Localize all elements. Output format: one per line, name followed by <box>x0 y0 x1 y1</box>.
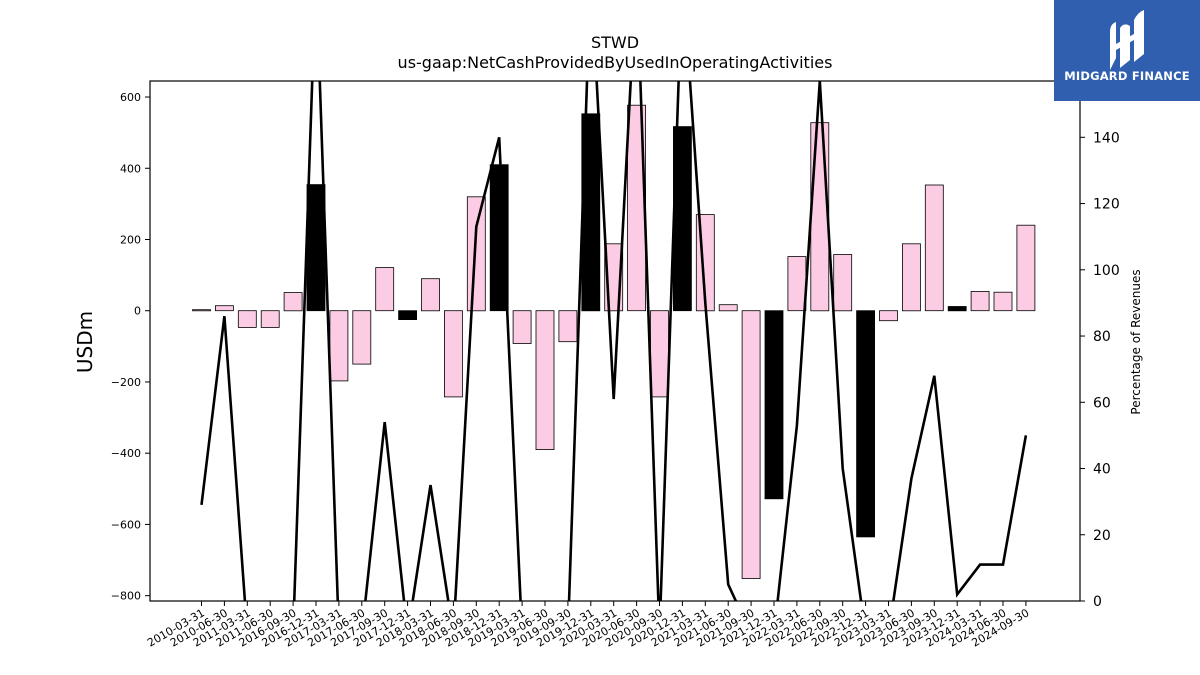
bar-2010-03-31 <box>192 309 211 312</box>
logo-text: MIDGARD FINANCE <box>1064 69 1190 83</box>
bar-2017-12-31 <box>398 310 418 321</box>
bar-2010-06-30 <box>214 305 234 312</box>
bar-2024-06-30 <box>993 291 1013 312</box>
bar-2016-09-30 <box>283 292 303 312</box>
bar-2022-03-31 <box>787 256 807 312</box>
bar-2018-03-31 <box>421 278 440 312</box>
y-tick-label: 200 <box>120 233 141 246</box>
y2-tick-label: 0 <box>1093 594 1102 610</box>
plot-frame <box>149 80 1081 602</box>
midgard-finance-logo: MIDGARD FINANCE <box>1054 0 1200 101</box>
y-tick-label: 600 <box>120 91 141 104</box>
midgard-m-logo-icon <box>1110 10 1144 70</box>
y2-tick-label: 20 <box>1093 528 1111 544</box>
bar-2016-12-31 <box>306 184 326 312</box>
y2-tick-label: 100 <box>1093 263 1120 279</box>
bar-series <box>192 104 1036 579</box>
bar-2022-06-30 <box>810 122 830 312</box>
bar-2024-09-30 <box>1016 224 1036 312</box>
bar-2018-06-30 <box>443 310 463 398</box>
y-tick-label: 0 <box>134 305 141 318</box>
bar-2023-03-31 <box>879 310 898 322</box>
bar-2019-06-30 <box>535 310 555 451</box>
bar-2020-09-30 <box>650 310 669 398</box>
bar-2021-06-30 <box>718 304 738 312</box>
bar-2017-06-30 <box>352 310 372 365</box>
bar-2022-12-31 <box>856 310 875 538</box>
bar-2023-09-30 <box>924 184 944 312</box>
y-tick-label: −800 <box>111 590 141 603</box>
y-tick-label: −600 <box>111 518 141 531</box>
revenue-percentage-line <box>200 81 1028 601</box>
bar-2024-03-31 <box>970 291 990 312</box>
bar-2018-09-30 <box>466 196 486 312</box>
y-tick-label: 400 <box>120 162 141 175</box>
y-tick-label: −400 <box>111 447 141 460</box>
bar-2011-03-31 <box>237 310 257 328</box>
plot-area: −800 −600 −400 −200 0 200 400 600 0 20 40 60 80 100 12… <box>111 81 1120 650</box>
bar-2023-12-31 <box>947 306 967 312</box>
bar-2017-03-31 <box>329 310 349 382</box>
y2-tick-label: 60 <box>1093 395 1111 411</box>
bar-2021-09-30 <box>741 310 761 579</box>
chart-subtitle: us-gaap:NetCashProvidedByUsedInOperating… <box>398 53 833 72</box>
y2-tick-label: 40 <box>1093 462 1111 478</box>
bar-2019-03-31 <box>512 310 532 344</box>
y-tick-label: −200 <box>111 376 141 389</box>
bar-2021-12-31 <box>764 310 784 500</box>
bar-2019-09-30 <box>558 310 578 343</box>
y2-axis-label: Percentage of Revenues <box>1129 269 1143 414</box>
bar-2023-06-30 <box>902 243 921 312</box>
bar-2017-09-30 <box>375 267 395 312</box>
y2-tick-label: 140 <box>1093 130 1120 146</box>
bar-2011-06-30 <box>260 310 280 328</box>
line-series <box>200 81 1028 601</box>
y-axis-label: USDm <box>73 311 97 373</box>
y2-tick-label: 80 <box>1093 329 1111 345</box>
chart-title: STWD <box>591 33 639 52</box>
bar-2022-09-30 <box>833 254 853 312</box>
y2-tick-label: 120 <box>1093 197 1120 213</box>
